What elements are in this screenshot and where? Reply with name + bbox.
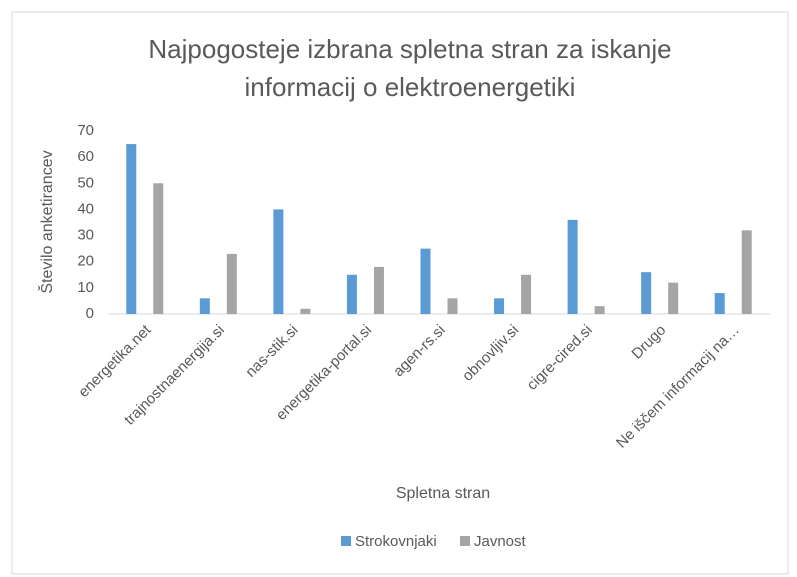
bar [714, 293, 725, 314]
y-axis-title: Število anketirancev [37, 150, 56, 293]
legend-label: Strokovnjaki [355, 533, 437, 550]
y-tick-label: 50 [77, 174, 94, 191]
bar [300, 308, 311, 314]
bar [741, 230, 752, 314]
legend-swatch [460, 536, 470, 546]
bar [447, 298, 458, 314]
bar [420, 248, 431, 314]
y-tick-label: 70 [77, 122, 94, 139]
bar [153, 183, 164, 314]
bar [373, 266, 384, 314]
y-tick-label: 60 [77, 148, 94, 165]
bar [594, 306, 605, 314]
bar [567, 219, 578, 314]
legend-label: Javnost [474, 533, 527, 550]
bar [494, 298, 505, 314]
bar [521, 274, 532, 314]
bar [668, 282, 679, 314]
legend-swatch [341, 536, 351, 546]
bar [199, 298, 210, 314]
y-tick-label: 10 [77, 279, 94, 296]
chart-title: Najpogosteje izbrana spletna stran za is… [148, 34, 672, 102]
bar [273, 209, 284, 314]
bar [641, 272, 652, 314]
bar [346, 274, 357, 314]
y-tick-label: 0 [86, 305, 94, 322]
bar [226, 253, 237, 314]
x-axis-title: Spletna stran [396, 485, 490, 502]
chart-border [11, 11, 789, 575]
y-tick-label: 40 [77, 200, 94, 217]
y-tick-label: 20 [77, 253, 94, 270]
bar [126, 144, 137, 314]
y-tick-label: 30 [77, 227, 94, 244]
